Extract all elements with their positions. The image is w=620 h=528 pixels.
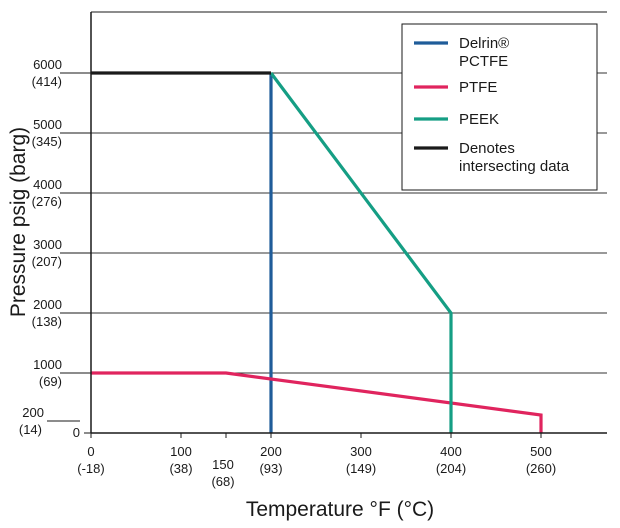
y-axis-title: Pressure psig (barg) xyxy=(7,127,30,317)
x-tick-sublabel: (204) xyxy=(436,461,466,476)
y-tick-sublabel: (14) xyxy=(19,422,42,437)
x-tick-sublabel: (93) xyxy=(259,461,282,476)
x-tick-sublabel: (68) xyxy=(211,474,234,489)
series-line-2 xyxy=(269,72,453,433)
data-series xyxy=(91,71,543,433)
x-tick-label: 0 xyxy=(87,444,94,459)
x-tick-sublabel: (-18) xyxy=(77,461,104,476)
x-tick-label: 400 xyxy=(440,444,462,459)
x-tick-labels: 0 (-18) 100 (38) 150 (68) 200 (93) 300 (149) 400 (2… xyxy=(77,433,556,489)
y-tick-label: 0 xyxy=(73,425,80,440)
x-tick-sublabel: (149) xyxy=(346,461,376,476)
y-tick-sublabel: (414) xyxy=(32,74,62,89)
y-tick-label: 2000 xyxy=(33,297,62,312)
x-tick-label: 300 xyxy=(350,444,372,459)
x-tick-label: 150 xyxy=(212,457,234,472)
y-tick-label: 1000 xyxy=(33,357,62,372)
legend-label-3: Denotes xyxy=(459,140,515,157)
y-tick-sublabel: (138) xyxy=(32,314,62,329)
y-tick-label: 200 xyxy=(22,405,44,420)
series-line-1 xyxy=(91,371,543,433)
legend-label-0: Delrin® xyxy=(459,35,509,52)
y-tick-sublabel: (207) xyxy=(32,254,62,269)
x-tick-sublabel: (260) xyxy=(526,461,556,476)
y-tick-label: 3000 xyxy=(33,237,62,252)
y-tick-sublabel: (276) xyxy=(32,194,62,209)
x-tick-sublabel: (38) xyxy=(169,461,192,476)
x-tick-label: 100 xyxy=(170,444,192,459)
y-tick-label: 5000 xyxy=(33,117,62,132)
legend-label-0: PCTFE xyxy=(459,53,508,70)
x-axis-title: Temperature °F (°C) xyxy=(246,498,434,521)
y-tick-sublabel: (345) xyxy=(32,134,62,149)
x-tick-label: 500 xyxy=(530,444,552,459)
y-tick-label: 6000 xyxy=(33,57,62,72)
axes xyxy=(90,11,607,434)
y-tick-sublabel: (69) xyxy=(39,374,62,389)
legend-label-2: PEEK xyxy=(459,111,499,128)
y-tick-labels: 0 200 (14) 1000 (69) 2000 (138) 3000 (207) 4000 (2… xyxy=(19,57,91,440)
legend-label-3: intersecting data xyxy=(459,158,570,175)
y-tick-label: 4000 xyxy=(33,177,62,192)
legend: Delrin®PCTFE PTFE PEEK Denotesintersecting … xyxy=(401,23,598,191)
x-tick-label: 200 xyxy=(260,444,282,459)
legend-box xyxy=(401,23,598,191)
legend-label-1: PTFE xyxy=(459,79,497,96)
